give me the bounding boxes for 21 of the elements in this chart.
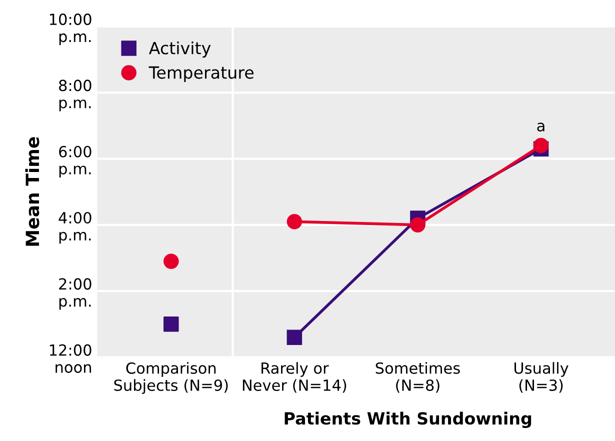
legend-label: Temperature — [148, 66, 254, 82]
y-tick-label: 12:00 noon — [50, 344, 92, 373]
y-tick-label: 8:00 p.m. — [59, 80, 92, 112]
legend-label: Activity — [148, 41, 211, 58]
point — [286, 214, 302, 230]
y-tick-label: 4:00 p.m. — [58, 212, 92, 244]
x-tick-label: Sometimes (N=8) — [376, 362, 460, 393]
y-axis-title: Mean Time — [25, 137, 40, 246]
x-tick-label: Comparison Subjects (N=9) — [114, 362, 228, 394]
y-tick-label: 6:00 p.m. — [59, 146, 92, 178]
x-tick-label: Usually (N=3) — [514, 362, 568, 393]
y-tick-label: 10:00 p.m. — [50, 14, 92, 46]
point — [410, 217, 426, 233]
annotation: a — [537, 122, 544, 132]
y-tick-label: 2:00 p.m. — [59, 278, 92, 310]
point — [533, 138, 549, 154]
point — [164, 316, 179, 332]
x-tick-label: Rarely or Never (N=14) — [242, 362, 346, 393]
point — [286, 330, 302, 346]
x-axis-title: Patients With Sundowning — [284, 412, 532, 428]
point — [164, 254, 179, 269]
